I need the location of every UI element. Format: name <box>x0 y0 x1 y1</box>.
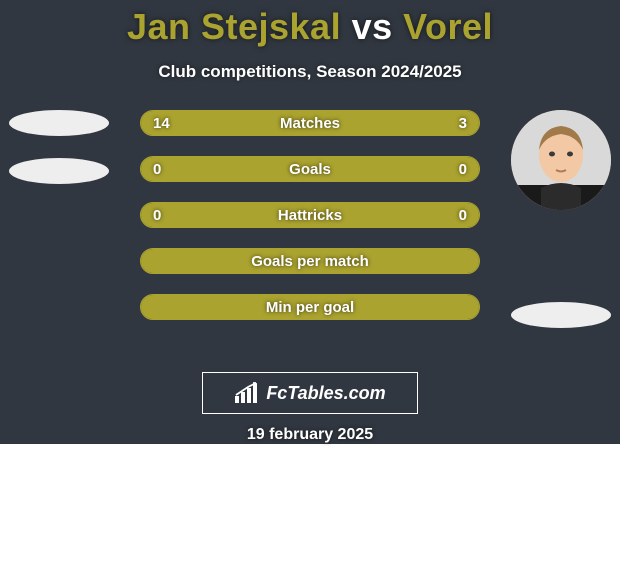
date-text: 19 february 2025 <box>247 426 373 444</box>
brand-badge[interactable]: FcTables.com <box>202 372 418 414</box>
page-title: Jan Stejskal vs Vorel <box>127 6 493 48</box>
content-row: Matches143Goals00Hattricks00Goals per ma… <box>0 110 620 354</box>
subtitle: Club competitions, Season 2024/2025 <box>158 62 461 82</box>
bar-label: Matches <box>141 115 479 132</box>
bar-label: Hattricks <box>141 207 479 224</box>
bar-value-player1: 14 <box>153 115 170 132</box>
bar-value-player2: 3 <box>459 115 467 132</box>
avatar-icon <box>511 110 611 210</box>
bar-row: Matches14 3 <box>140 110 480 136</box>
bar-value-player2: 0 <box>459 161 467 178</box>
bar-row: Hattricks0 0 <box>140 202 480 228</box>
bar-value-player1: 0 <box>153 207 161 224</box>
player2-club-logo <box>511 302 611 328</box>
player1-column <box>4 110 114 184</box>
comparison-card: Jan Stejskal vs Vorel Club competitions,… <box>0 0 620 444</box>
vs-separator: vs <box>352 6 393 47</box>
bar-row: Min per goal <box>140 294 480 320</box>
player2-column <box>506 110 616 328</box>
bar-value-player2: 0 <box>459 207 467 224</box>
bar-row: Goals0 0 <box>140 156 480 182</box>
bar-label: Goals per match <box>141 253 479 270</box>
brand-text: FcTables.com <box>266 383 385 404</box>
bar-value-player1: 0 <box>153 161 161 178</box>
player2-photo <box>511 110 611 210</box>
comparison-bars: Matches143Goals00Hattricks00Goals per ma… <box>140 110 480 320</box>
player1-club-logo <box>9 158 109 184</box>
bar-row: Goals per match <box>140 248 480 274</box>
chart-icon <box>234 382 260 404</box>
player1-name: Jan Stejskal <box>127 6 341 47</box>
bar-label: Min per goal <box>141 299 479 316</box>
player1-photo-placeholder <box>9 110 109 136</box>
bar-label: Goals <box>141 161 479 178</box>
player2-name: Vorel <box>403 6 493 47</box>
